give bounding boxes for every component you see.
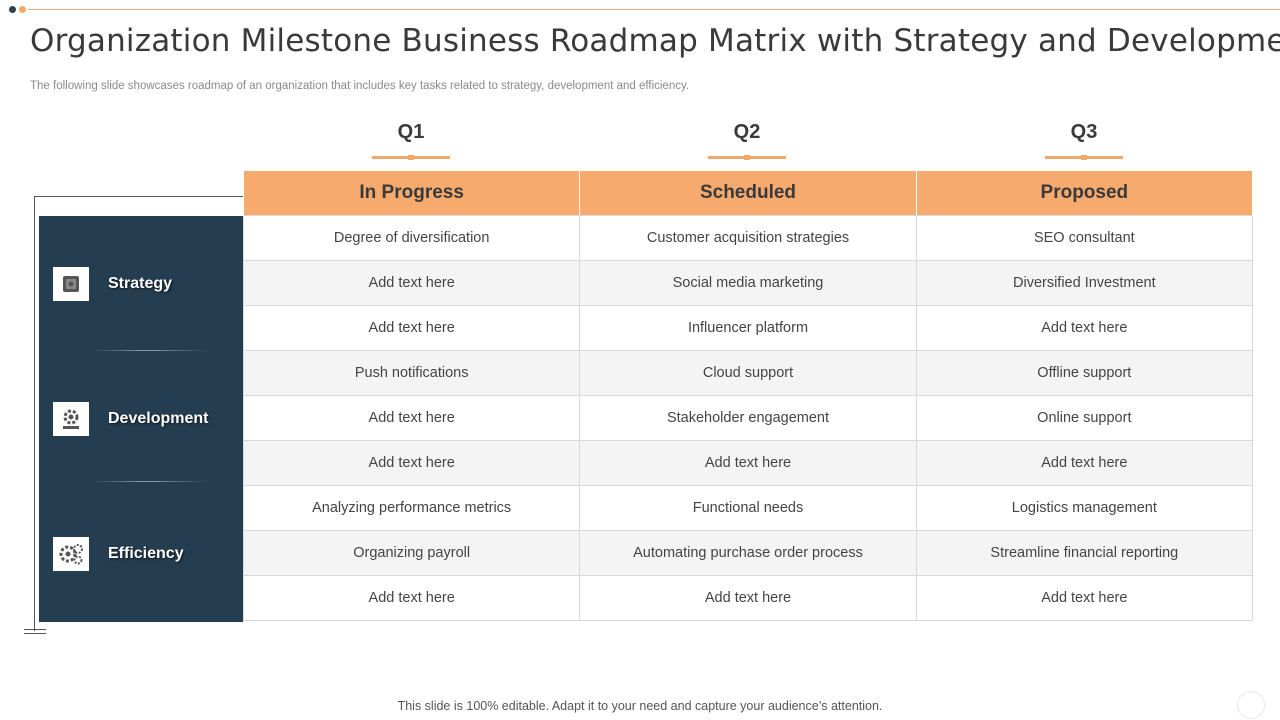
quarter-label: Q2 (733, 121, 761, 143)
quarter-q3: Q3 (916, 121, 1252, 160)
development-gear-icon (53, 402, 89, 436)
quarter-q2: Q2 (579, 121, 915, 160)
table-cell: Add text here (242, 575, 581, 621)
quarter-label: Q1 (397, 121, 425, 143)
table-cell: Online support (915, 395, 1254, 441)
frame-foot-line (24, 629, 46, 630)
table-cell: Organizing payroll (242, 530, 581, 576)
slide-title: Organization Milestone Business Roadmap … (30, 23, 1280, 59)
table-cell: Add text here (242, 260, 581, 306)
table-cell: Social media marketing (579, 260, 917, 306)
category-label: Strategy (108, 275, 173, 292)
table-cell: Streamline financial reporting (915, 530, 1254, 576)
column-header-scheduled: Scheduled (579, 171, 917, 216)
table-row: Analyzing performance metrics Functional… (242, 485, 1254, 531)
slide-subtitle: The following slide showcases roadmap of… (30, 80, 690, 92)
quarter-underline (1045, 155, 1123, 160)
quarter-underline (372, 155, 450, 160)
quarter-label: Q3 (1070, 121, 1098, 143)
table-row: Push notifications Cloud support Offline… (242, 350, 1254, 396)
efficiency-gears-icon (53, 537, 89, 571)
top-rule (28, 9, 1280, 10)
table-row: Add text here Influencer platform Add te… (242, 305, 1254, 351)
table-cell: Add text here (915, 305, 1254, 351)
category-divider (89, 350, 209, 351)
table-cell: Push notifications (242, 350, 581, 396)
strategy-icon (53, 267, 89, 301)
table-cell: Customer acquisition strategies (579, 215, 917, 261)
table-cell: Analyzing performance metrics (242, 485, 581, 531)
header-row: In Progress Scheduled Proposed (242, 171, 1254, 216)
category-divider (89, 481, 209, 482)
table-cell: Logistics management (915, 485, 1254, 531)
quarter-underline (708, 155, 786, 160)
corner-circle (1237, 691, 1265, 719)
table-cell: Add text here (915, 440, 1254, 486)
table-cell: Functional needs (579, 485, 917, 531)
navy-dot (9, 6, 16, 13)
table-row: Add text here Social media marketing Div… (242, 260, 1254, 306)
table-cell: Automating purchase order process (579, 530, 917, 576)
frame-foot-line (24, 633, 46, 634)
quarter-q1: Q1 (243, 121, 579, 160)
column-header-proposed: Proposed (915, 171, 1254, 216)
table-cell: Add text here (579, 575, 917, 621)
table-cell: SEO consultant (915, 215, 1254, 261)
category-panel: Strategy Development Efficiency (39, 216, 243, 622)
orange-dot (19, 6, 26, 13)
table-cell: Cloud support (579, 350, 917, 396)
category-development: Development (53, 402, 208, 436)
table-cell: Stakeholder engagement (579, 395, 917, 441)
table-row: Organizing payroll Automating purchase o… (242, 530, 1254, 576)
category-strategy: Strategy (53, 267, 172, 301)
slide-footer-note: This slide is 100% editable. Adapt it to… (397, 699, 883, 713)
table-cell: Add text here (915, 575, 1254, 621)
table-cell: Degree of diversification (242, 215, 581, 261)
table-cell: Offline support (915, 350, 1254, 396)
table-cell: Add text here (242, 440, 581, 486)
table-cell: Diversified Investment (915, 260, 1254, 306)
roadmap-matrix: In Progress Scheduled Proposed Degree of… (242, 171, 1254, 621)
table-cell: Add text here (579, 440, 917, 486)
table-row: Add text here Stakeholder engagement Onl… (242, 395, 1254, 441)
table-cell: Influencer platform (579, 305, 917, 351)
table-row: Add text here Add text here Add text her… (242, 575, 1254, 621)
table-row: Add text here Add text here Add text her… (242, 440, 1254, 486)
table-cell: Add text here (242, 305, 581, 351)
column-header-in-progress: In Progress (242, 171, 581, 216)
table-row: Degree of diversification Customer acqui… (242, 215, 1254, 261)
table-cell: Add text here (242, 395, 581, 441)
category-label: Development (108, 410, 209, 427)
category-efficiency: Efficiency (53, 537, 184, 571)
category-label: Efficiency (108, 545, 184, 562)
side-frame-line (34, 196, 245, 631)
